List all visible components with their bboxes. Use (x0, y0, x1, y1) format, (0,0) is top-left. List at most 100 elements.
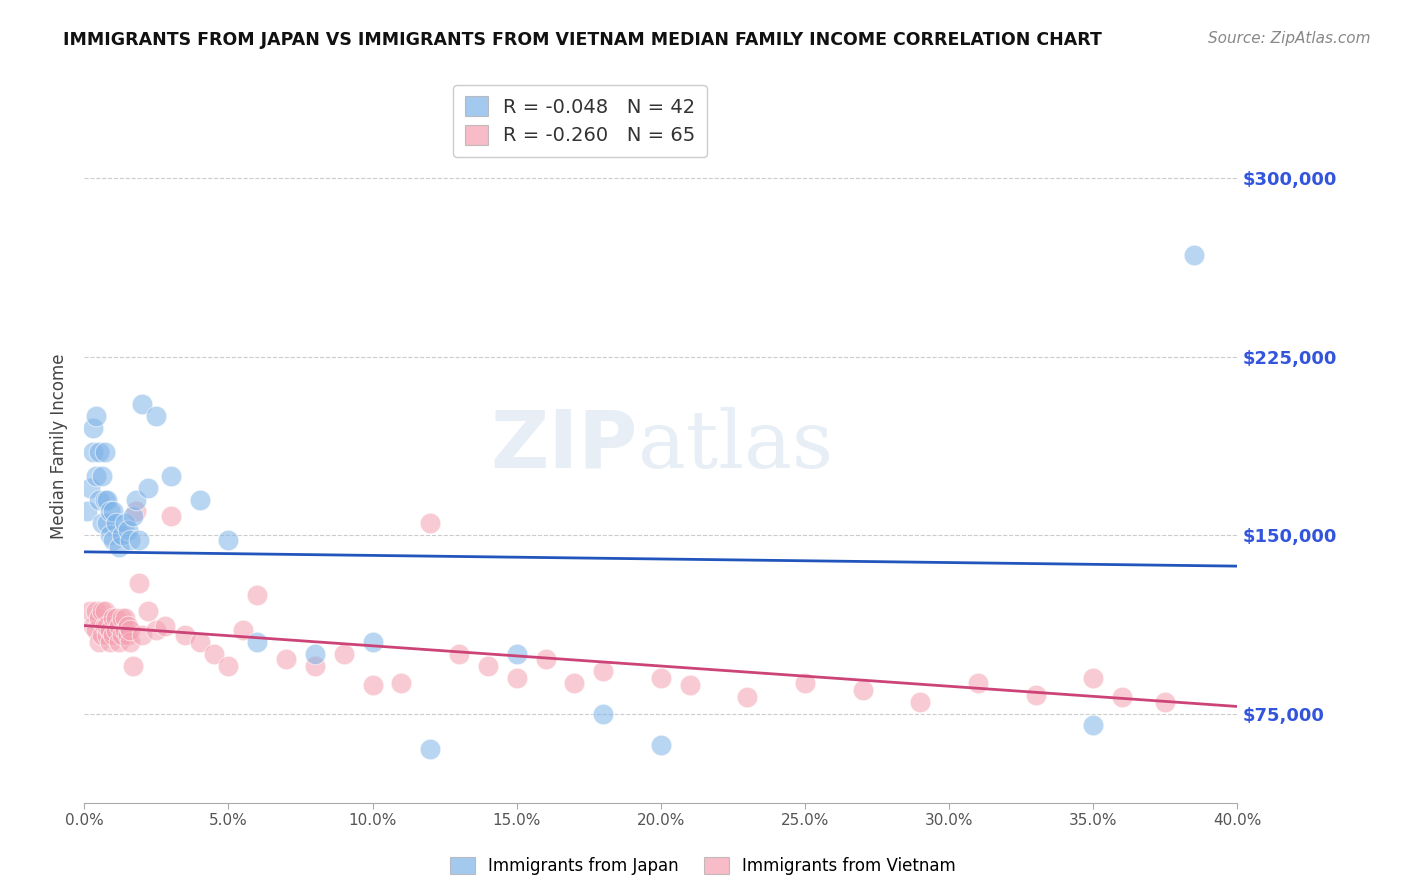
Point (419, 516, 441, 531)
Point (82, 445, 104, 459)
Point (103, 504, 124, 518)
Text: Source: ZipAtlas.com: Source: ZipAtlas.com (1208, 31, 1371, 46)
Point (105, 516, 128, 531)
Point (534, 652, 557, 666)
Point (128, 533, 150, 547)
Point (592, 664, 614, 678)
Point (87, 611, 110, 625)
Point (145, 624, 167, 638)
Point (79, 481, 101, 495)
Point (1111, 690, 1133, 704)
Point (419, 742, 441, 756)
Point (910, 695, 932, 709)
Point (117, 524, 139, 538)
Point (90, 468, 112, 483)
Point (136, 481, 159, 495)
Point (188, 492, 211, 507)
Point (84, 409, 107, 424)
Legend: R = -0.048   N = 42, R = -0.260   N = 65: R = -0.048 N = 42, R = -0.260 N = 65 (453, 85, 707, 157)
Point (506, 647, 529, 661)
Point (111, 528, 134, 542)
Point (111, 628, 134, 642)
Point (650, 671, 672, 685)
Point (1154, 695, 1177, 709)
Point (96, 618, 118, 632)
Point (90, 628, 112, 642)
Point (117, 628, 139, 642)
Point (84, 624, 107, 638)
Point (93, 445, 115, 459)
Point (794, 675, 817, 690)
Point (128, 575, 150, 590)
Legend: Immigrants from Japan, Immigrants from Vietnam: Immigrants from Japan, Immigrants from V… (443, 850, 963, 882)
Point (96, 628, 118, 642)
Point (117, 618, 139, 632)
Point (1083, 718, 1105, 732)
Point (852, 682, 875, 697)
Point (120, 624, 142, 638)
Point (246, 635, 269, 649)
Point (1025, 688, 1047, 702)
Point (304, 647, 326, 661)
Point (96, 516, 118, 531)
Point (131, 628, 153, 642)
Point (93, 492, 115, 507)
Point (136, 604, 159, 618)
Point (145, 409, 167, 424)
Point (276, 652, 298, 666)
Point (967, 675, 990, 690)
Point (333, 647, 356, 661)
Point (160, 468, 183, 483)
Point (98, 528, 121, 542)
Point (120, 533, 142, 547)
Point (218, 659, 240, 673)
Point (449, 647, 471, 661)
Point (108, 635, 131, 649)
Point (650, 738, 672, 752)
Point (108, 618, 131, 632)
Point (188, 635, 211, 649)
Point (111, 611, 134, 625)
Point (87, 635, 110, 649)
Point (103, 611, 124, 625)
Point (90, 516, 112, 531)
Point (592, 706, 614, 721)
Point (90, 604, 112, 618)
Point (1083, 671, 1105, 685)
Point (84, 604, 107, 618)
Point (84, 468, 107, 483)
Point (120, 635, 142, 649)
Point (125, 504, 148, 518)
Point (391, 675, 413, 690)
Point (87, 445, 110, 459)
Point (122, 659, 145, 673)
Point (114, 516, 136, 531)
Point (131, 397, 153, 411)
Point (87, 492, 110, 507)
Point (122, 509, 145, 524)
Point (76, 504, 98, 518)
Point (114, 611, 136, 625)
Point (153, 618, 176, 632)
Point (1182, 247, 1205, 261)
Point (679, 678, 702, 692)
Point (98, 504, 121, 518)
Point (114, 624, 136, 638)
Point (82, 618, 104, 632)
Point (506, 671, 529, 685)
Point (361, 635, 384, 649)
Point (174, 628, 197, 642)
Point (98, 635, 121, 649)
Point (103, 628, 124, 642)
Point (105, 624, 128, 638)
Point (105, 611, 128, 625)
Point (93, 618, 115, 632)
Text: atlas: atlas (638, 407, 832, 485)
Point (103, 533, 124, 547)
Point (93, 604, 115, 618)
Point (564, 675, 586, 690)
Point (477, 659, 499, 673)
Point (82, 421, 104, 435)
Point (232, 624, 254, 638)
Point (218, 533, 240, 547)
